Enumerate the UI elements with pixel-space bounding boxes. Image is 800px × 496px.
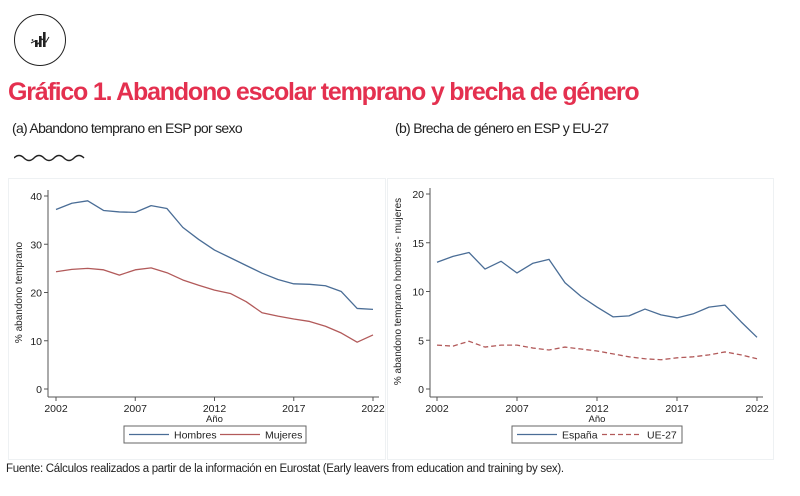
x-tick-label: 2002: [425, 403, 449, 415]
y-tick-label: 15: [412, 238, 424, 250]
subtitle-a: (a) Abandono temprano en ESP por sexo: [12, 120, 243, 136]
y-tick-label: 0: [36, 384, 42, 396]
legend-box: [511, 425, 683, 444]
x-axis-title: Año: [206, 414, 223, 425]
legend-label: España: [562, 430, 598, 442]
y-tick-label: 0: [418, 384, 424, 396]
series-line-españa: [436, 251, 758, 338]
series-line-mujeres: [55, 267, 374, 343]
x-axis-title: Año: [589, 414, 606, 425]
legend-box: [123, 425, 307, 444]
subtitle-b: (b) Brecha de género en ESP y EU-27: [395, 120, 609, 136]
legend-label: Hombres: [174, 430, 217, 442]
legend-label: Mujeres: [265, 430, 302, 442]
logo: [14, 14, 66, 66]
x-tick-label: 2007: [505, 403, 529, 415]
x-tick-label: 2022: [361, 403, 385, 415]
y-tick-label: 10: [412, 287, 424, 299]
y-tick-label: 10: [30, 336, 42, 348]
series-line-hombres: [55, 200, 374, 311]
y-axis-title: % abandono temprano hombres - mujeres: [393, 198, 404, 385]
y-tick-label: 20: [412, 189, 424, 201]
chart-b: 0 5 10 15 20 2002 2007 2012 2017 2022 Año % abandon…: [393, 188, 769, 444]
chart-panel-a: 0 10 20 30 40 2002 2007 2012 2017 2022 Año % abando…: [8, 178, 386, 460]
chart-a: 0 10 20 30 40 2002 2007 2012 2017 2022 Año % abando…: [14, 190, 385, 444]
x-tick-label: 2012: [585, 403, 609, 415]
legend-label: UE-27: [647, 430, 677, 442]
x-tick-label: 2017: [282, 403, 306, 415]
y-tick-label: 30: [30, 239, 42, 251]
page-title: Gráfico 1. Abandono escolar temprano y b…: [8, 78, 640, 106]
chart-panel-b: 0 5 10 15 20 2002 2007 2012 2017 2022 Año % abandon…: [387, 178, 774, 460]
x-tick-label: 2017: [665, 403, 689, 415]
y-tick-label: 40: [30, 191, 42, 203]
x-tick-label: 2022: [745, 403, 769, 415]
x-tick-label: 2007: [124, 403, 148, 415]
y-tick-label: 20: [30, 288, 42, 300]
series-line-ue-27: [436, 340, 758, 361]
source-note: Fuente: Cálculos realizados a partir de …: [6, 463, 564, 475]
y-tick-label: 5: [418, 335, 424, 347]
wavy-divider: [14, 154, 85, 162]
x-tick-label: 2002: [44, 403, 68, 415]
x-tick-label: 2012: [203, 403, 227, 415]
y-axis-title: % abandono temprano: [14, 241, 25, 343]
bar-chart-trend-icon: [30, 32, 50, 47]
